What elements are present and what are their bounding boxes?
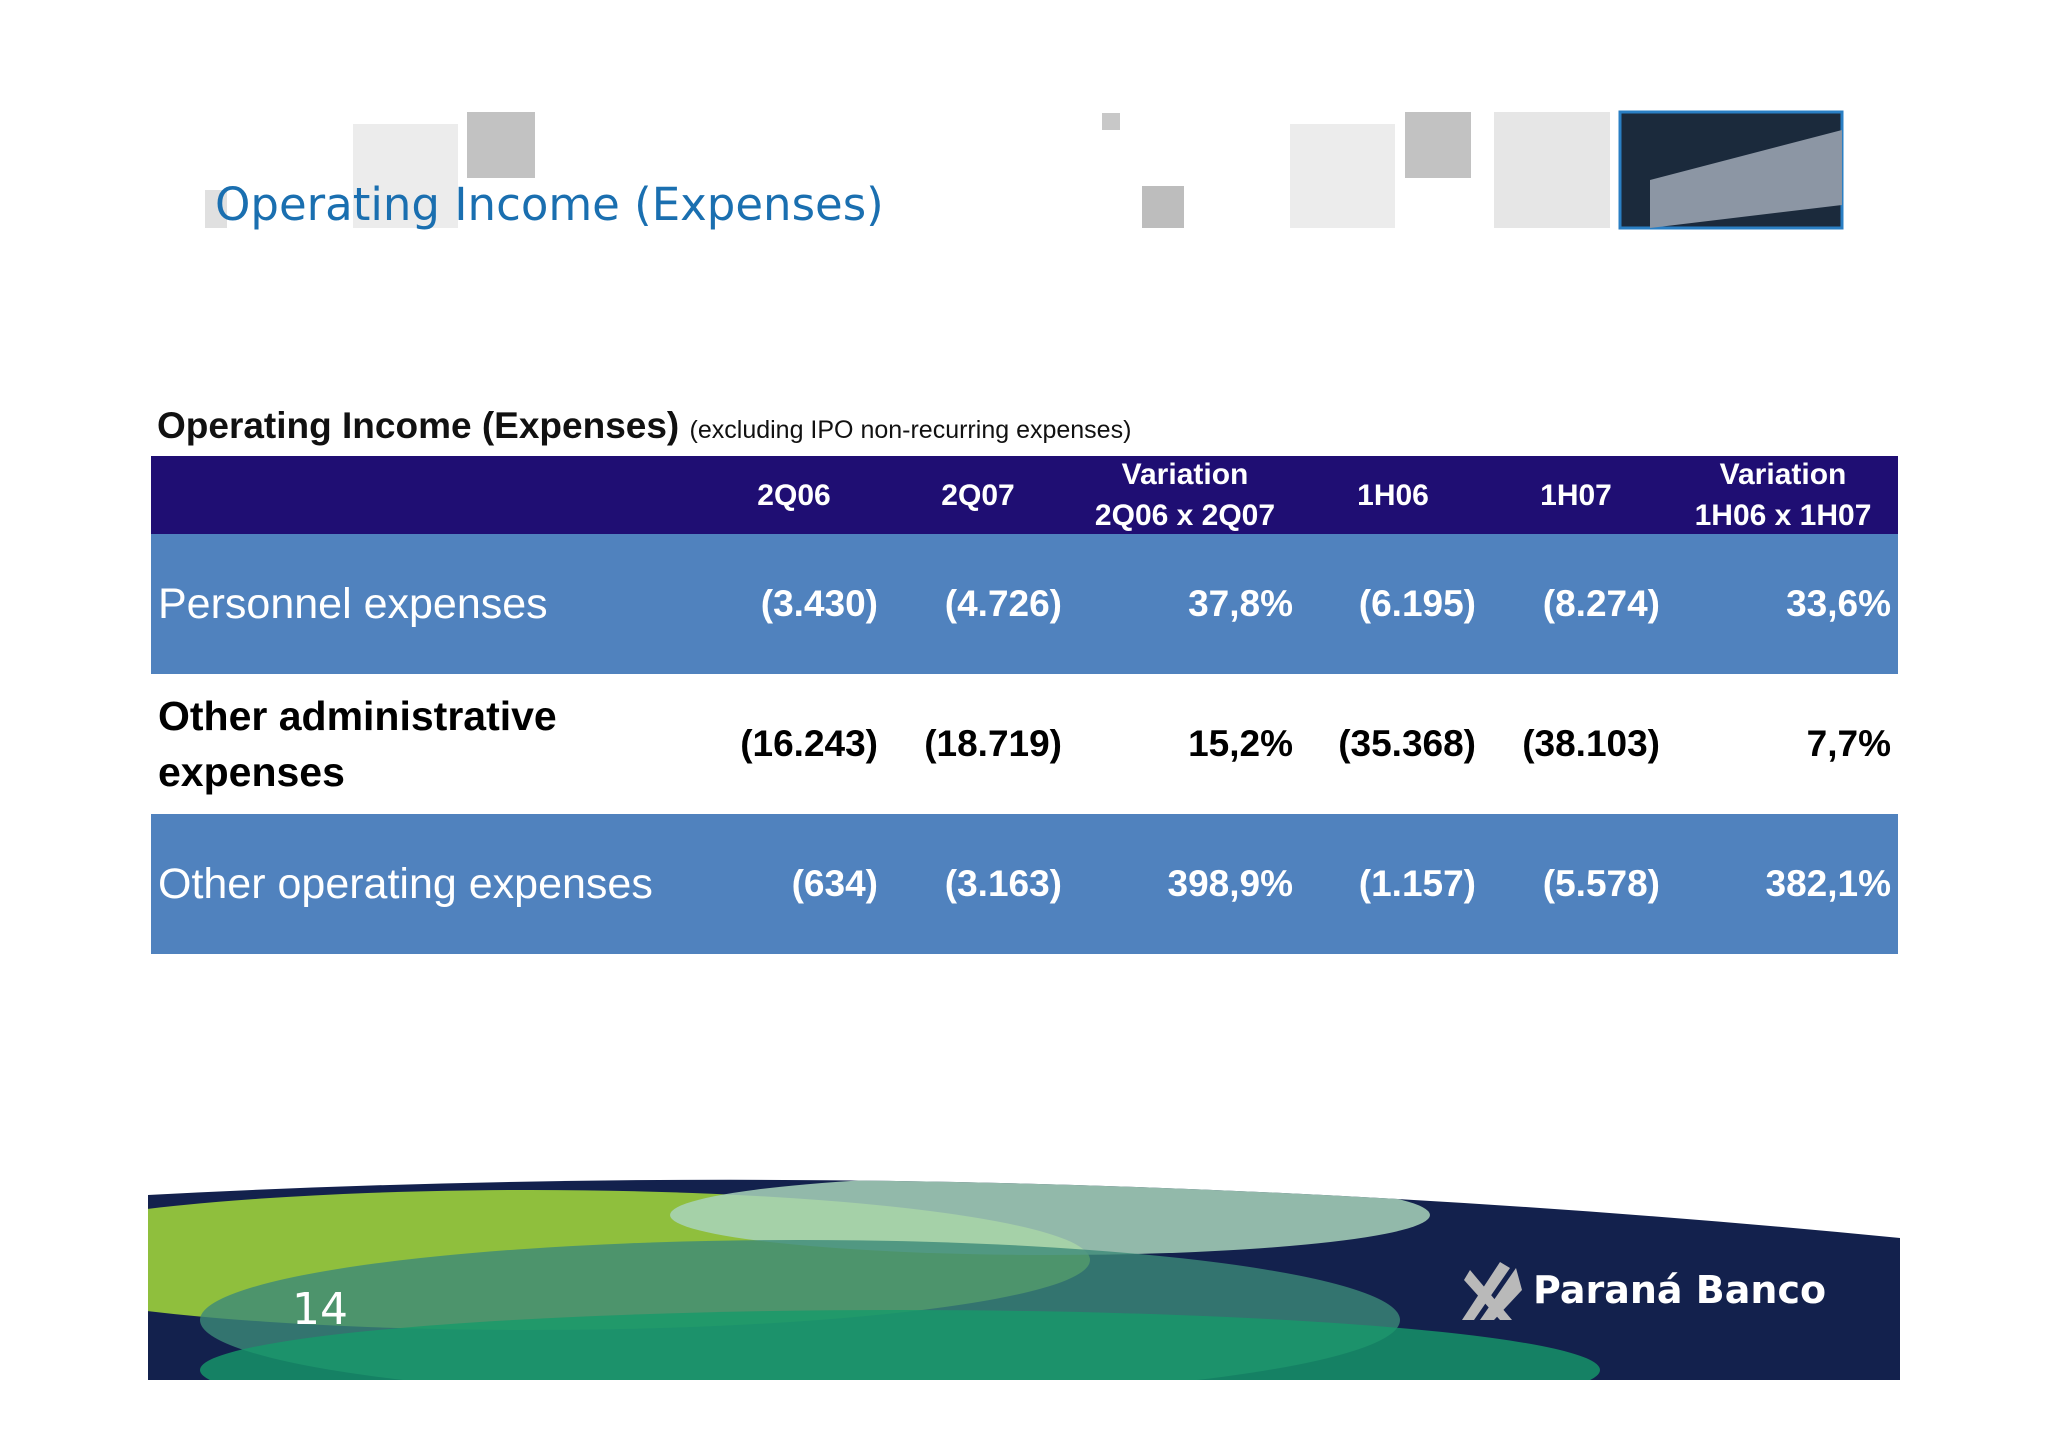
header-line: 1H06 x 1H07 [1694,499,1872,532]
header-row: 2Q06 2Q07 Variation 2Q06 x 2Q07 1H06 1H07 Vari… [151,456,1898,534]
page-number: 14 [292,1284,348,1335]
header-line: 2Q06 x 2Q07 [1094,499,1276,532]
table-cell: (35.368) [1338,723,1476,764]
header-line: 1H07 [1540,478,1612,512]
table-row: Other operating expenses (634) (3.163) 398,… [151,814,1898,954]
row-label: Personnel expenses [158,580,548,628]
column-header: Variation 1H06 x 1H07 [1663,456,1903,534]
header-line: 2Q07 [941,478,1015,512]
table-title-text: Operating Income (Expenses) [157,405,680,446]
column-header: 2Q07 [858,456,1098,534]
table-cell: (4.726) [944,583,1062,624]
header-line: 2Q06 [757,478,831,512]
table-cell: 37,8% [1188,583,1293,624]
column-header: 1H06 [1273,456,1513,534]
column-header: Variation 2Q06 x 2Q07 [1065,456,1305,534]
table-row: Other administrative expenses (16.243) (18… [151,674,1898,814]
table-cell: 7,7% [1806,723,1891,764]
table-cell: 33,6% [1786,583,1891,624]
table-title: Operating Income (Expenses) (excluding I… [157,405,1131,447]
table-cell: (3.430) [760,583,878,624]
header-line: Variation [1719,458,1847,491]
row-label: Other operating expenses [158,860,653,908]
logo-text: Paraná Banco [1533,1268,1827,1312]
table-cell: (634) [791,863,878,904]
slide-title: Operating Income (Expenses) [215,178,884,231]
table-cell: (8.274) [1542,583,1660,624]
table-cell: (6.195) [1358,583,1476,624]
header-line: Variation [1121,458,1249,491]
header-line: 1H06 [1357,478,1429,512]
table-cell: (18.719) [924,723,1062,764]
column-header: 1H07 [1456,456,1696,534]
table-cell: (5.578) [1542,863,1660,904]
table-row: Personnel expenses (3.430) (4.726) 37,8% (6.… [151,534,1898,674]
table-cell: 398,9% [1167,863,1294,904]
row-label: Other administrative expenses [158,693,557,795]
table-cell: (1.157) [1358,863,1476,904]
table-subtitle: (excluding IPO non-recurring expenses) [689,416,1132,444]
table-cell: 15,2% [1188,723,1293,764]
table-cell: 382,1% [1765,863,1892,904]
table-cell: (16.243) [740,723,878,764]
table-cell: (3.163) [944,863,1062,904]
column-header: 2Q06 [674,456,914,534]
table-cell: (38.103) [1522,723,1660,764]
